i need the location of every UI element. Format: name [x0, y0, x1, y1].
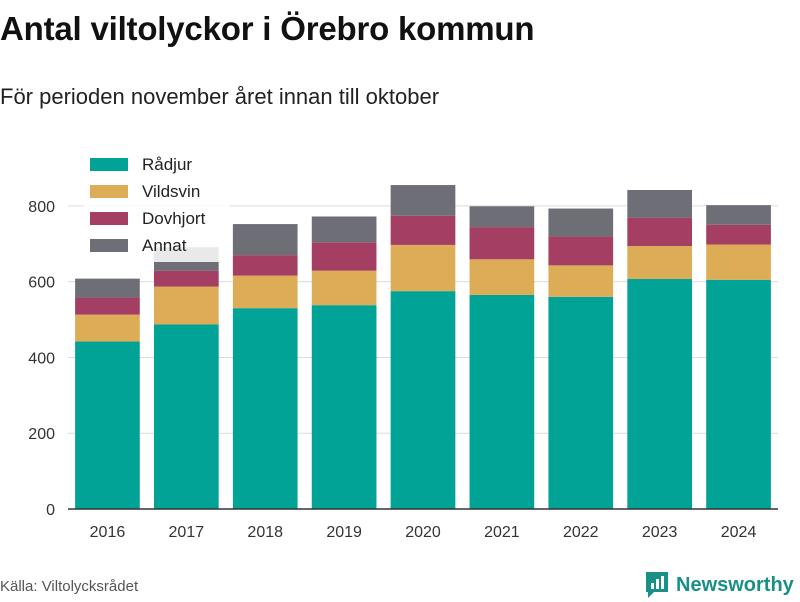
bar-segment — [153, 286, 219, 325]
bar-segment — [627, 246, 693, 280]
bar-segment — [548, 236, 614, 266]
y-tick-label: 800 — [28, 199, 55, 216]
bar-segment — [311, 305, 377, 509]
x-tick-label: 2021 — [484, 524, 520, 541]
legend-swatch — [90, 212, 128, 225]
bar-segment — [469, 294, 535, 509]
bar-segment — [311, 242, 377, 271]
bar-segment — [153, 324, 219, 509]
bar-segment — [232, 275, 298, 309]
legend-swatch — [90, 158, 128, 171]
x-tick-label: 2018 — [247, 524, 283, 541]
bar-segment — [311, 270, 377, 306]
bar-segment — [627, 189, 693, 218]
bar-segment — [232, 255, 298, 276]
bar-segment — [548, 296, 614, 509]
legend-background — [84, 150, 230, 262]
bar-segment — [153, 270, 219, 287]
bar-segment — [627, 279, 693, 509]
bar-segment — [627, 217, 693, 247]
legend-label: Dovhjort — [142, 209, 206, 228]
bar-segment — [390, 215, 456, 245]
bar-segment — [390, 291, 456, 509]
bar-segment — [232, 224, 298, 256]
bar-segment — [75, 297, 140, 315]
bar-segment — [706, 205, 771, 225]
bar-segment — [75, 314, 140, 342]
bar-segment — [390, 244, 456, 292]
legend-label: Vildsvin — [142, 182, 200, 201]
chart-title: Antal viltolyckor i Örebro kommun — [0, 10, 535, 47]
x-tick-label: 2022 — [563, 524, 599, 541]
legend-label: Rådjur — [142, 155, 192, 174]
brand-name: Newsworthy — [676, 573, 794, 596]
y-tick-label: 0 — [46, 502, 55, 519]
bar-segment — [706, 224, 771, 245]
x-tick-label: 2019 — [326, 524, 362, 541]
chart-subtitle: För perioden november året innan till ok… — [0, 84, 440, 109]
bar-segment — [706, 244, 771, 280]
x-tick-label: 2023 — [642, 524, 678, 541]
bar-segment — [75, 341, 140, 509]
y-tick-label: 200 — [28, 426, 55, 443]
bar-segment — [390, 185, 456, 216]
legend-swatch — [90, 185, 128, 198]
bar-segment — [548, 265, 614, 297]
bar-segment — [311, 216, 377, 243]
y-tick-label: 600 — [28, 275, 55, 292]
bar-segment — [469, 206, 535, 228]
brand: Newsworthy — [644, 568, 794, 602]
newsworthy-logo-icon — [646, 572, 668, 598]
bar-segment — [75, 278, 140, 298]
legend-swatch — [90, 239, 128, 252]
bar-segment — [469, 227, 535, 260]
bar-segment — [469, 259, 535, 295]
legend-label: Annat — [142, 236, 187, 255]
y-tick-label: 400 — [28, 350, 55, 367]
x-tick-label: 2020 — [405, 524, 441, 541]
x-tick-label: 2017 — [169, 524, 205, 541]
x-tick-label: 2016 — [90, 524, 126, 541]
bar-segment — [548, 208, 614, 237]
source-note: Källa: Viltolycksrådet — [0, 578, 139, 595]
bar-segment — [232, 308, 298, 509]
x-tick-label: 2024 — [721, 524, 757, 541]
bar-segment — [706, 279, 771, 509]
